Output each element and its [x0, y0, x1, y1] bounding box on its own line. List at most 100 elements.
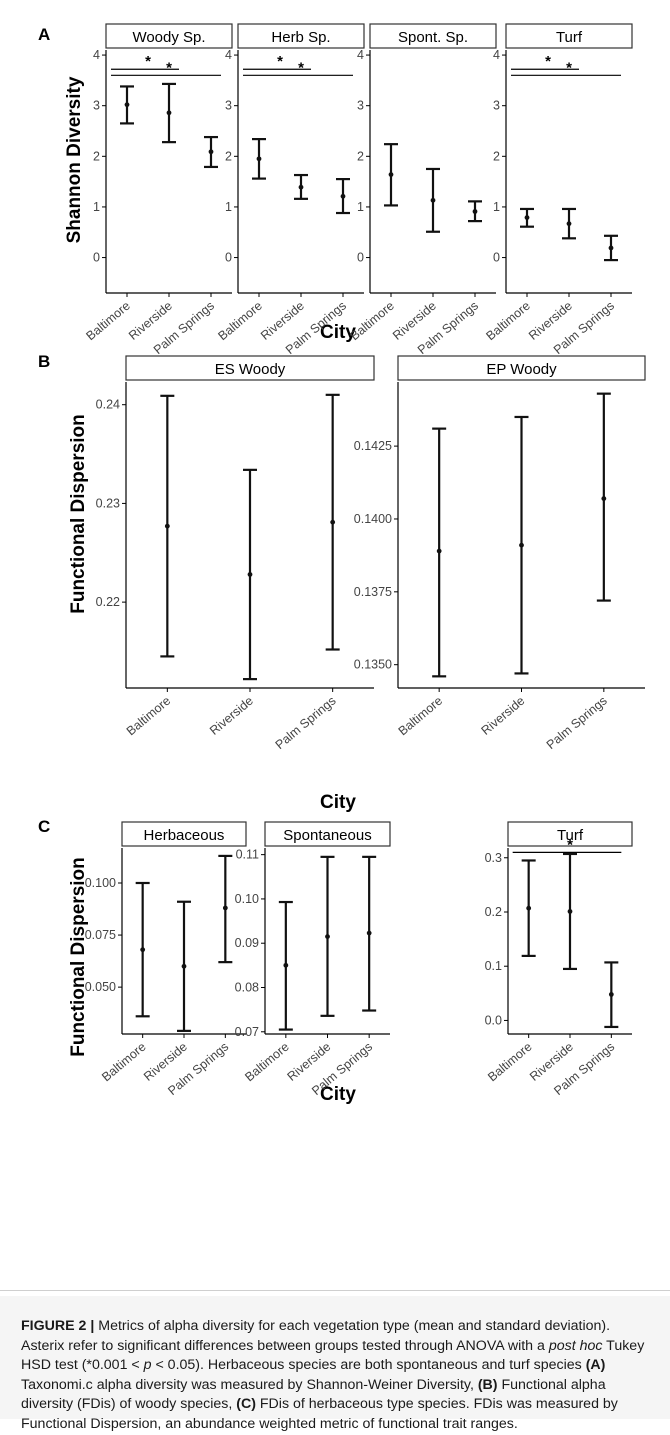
y-tick-label: 1	[493, 200, 500, 214]
caption-part: p	[143, 1357, 152, 1374]
y-axis-label: Functional Dispersion	[68, 857, 89, 1057]
y-tick-label: 0.09	[235, 936, 259, 950]
y-tick-label: 4	[225, 48, 232, 62]
x-tick-label: Baltimore	[99, 1040, 148, 1085]
y-tick-label: 3	[357, 99, 364, 113]
y-tick-label: 0.1	[485, 959, 502, 973]
panel-label: B	[38, 352, 50, 371]
mean-point	[472, 209, 478, 214]
mean-point	[608, 245, 614, 251]
y-tick-label: 0.075	[85, 928, 116, 942]
x-tick-label: Baltimore	[396, 694, 445, 739]
y-tick-label: 0.1400	[354, 512, 392, 526]
caption-part: post hoc	[548, 1337, 603, 1354]
y-tick-label: 2	[93, 149, 100, 163]
mean-point	[436, 548, 442, 554]
mean-point	[567, 909, 573, 914]
significance-star: *	[277, 53, 283, 70]
facet-strip	[105, 23, 233, 49]
x-axis-label: City	[320, 1084, 356, 1105]
y-tick-label: 4	[93, 48, 100, 62]
y-tick-label: 2	[493, 149, 500, 163]
facet-strip	[237, 23, 365, 49]
facet-strip	[507, 821, 633, 847]
facet-strip	[121, 821, 247, 847]
facet-strip	[397, 355, 646, 381]
y-tick-label: 0.24	[96, 398, 120, 412]
y-tick-label: 2	[357, 149, 364, 163]
mean-point	[208, 149, 214, 155]
facet-title: Herb Sp.	[271, 29, 330, 46]
mean-point	[247, 572, 253, 577]
mean-point	[166, 110, 172, 116]
significance-star: *	[566, 59, 572, 76]
facet-title: Turf	[557, 827, 584, 844]
y-axis-label: Functional Dispersion	[68, 414, 89, 614]
y-tick-label: 0.11	[236, 848, 259, 862]
panel-label: C	[38, 817, 50, 836]
mean-point	[608, 992, 614, 997]
facet-title: Spont. Sp.	[398, 29, 468, 46]
mean-point	[566, 221, 572, 227]
mean-point	[298, 184, 304, 190]
facet-title: Woody Sp.	[132, 29, 205, 46]
y-tick-label: 3	[493, 99, 500, 113]
figure-label: FIGURE 2 |	[21, 1318, 95, 1334]
significance-star: *	[166, 59, 172, 76]
y-tick-label: 0.3	[485, 851, 502, 865]
y-tick-label: 0.0	[485, 1013, 502, 1027]
caption-part: Functional alpha diversity (FDis) of woo…	[21, 1376, 606, 1413]
x-tick-label: Baltimore	[215, 299, 264, 344]
caption-part: Taxonomi.c alpha diversity was measured …	[21, 1376, 478, 1393]
x-axis-label: City	[320, 322, 356, 343]
mean-point	[340, 193, 346, 199]
significance-star: *	[145, 53, 151, 70]
significance-star: *	[298, 59, 304, 76]
y-tick-label: 2	[225, 149, 232, 163]
mean-point	[181, 963, 187, 969]
facet-title: Spontaneous	[283, 827, 371, 844]
mean-point	[124, 102, 130, 108]
x-axis-label: City	[320, 792, 356, 813]
mean-point	[256, 156, 262, 162]
mean-point	[222, 905, 228, 911]
figure-caption: FIGURE 2 | Metrics of alpha diversity fo…	[21, 1317, 651, 1435]
x-tick-label: Baltimore	[242, 1040, 291, 1085]
facet-title: ES Woody	[215, 361, 286, 378]
x-tick-label: Baltimore	[483, 299, 532, 344]
caption-divider	[0, 1290, 670, 1291]
mean-point	[140, 947, 146, 953]
y-tick-label: 4	[357, 48, 364, 62]
y-tick-label: 4	[493, 48, 500, 62]
mean-point	[388, 172, 394, 177]
panel-label: A	[38, 25, 50, 44]
mean-point	[164, 523, 170, 529]
x-tick-label: Riverside	[207, 694, 256, 738]
facet-strip	[505, 23, 633, 49]
caption-text: Metrics of alpha diversity for each vege…	[21, 1318, 644, 1432]
facet: Spontaneous 0.07 0.08 0.09 0.10 0.11 Baltimore…	[235, 821, 391, 1098]
mean-point	[524, 215, 530, 220]
y-tick-label: 0	[93, 251, 100, 265]
y-tick-label: 0.050	[85, 980, 116, 994]
facet-title: Herbaceous	[144, 827, 225, 844]
y-tick-label: 0.1425	[354, 439, 392, 453]
x-tick-label: Palm Springs	[544, 694, 610, 753]
mean-point	[519, 542, 524, 548]
figure-2-chart: A Shannon Diversity City Woody Sp. 0 1 2 3 4 Balt…	[38, 23, 646, 1105]
y-axis-label: Shannon Diversity	[64, 76, 85, 243]
y-tick-label: 0.2	[485, 905, 502, 919]
y-tick-label: 0.1350	[354, 658, 392, 672]
y-tick-label: 0	[357, 251, 364, 265]
caption-part: (A)	[585, 1357, 606, 1374]
x-tick-label: Baltimore	[485, 1040, 534, 1085]
mean-point	[366, 930, 372, 936]
x-tick-label: Palm Springs	[273, 694, 339, 753]
mean-point	[526, 905, 532, 911]
mean-point	[430, 197, 436, 203]
x-tick-label: Baltimore	[124, 694, 173, 739]
caption-part: Tukey HSD test (*0.001 <	[21, 1337, 645, 1374]
